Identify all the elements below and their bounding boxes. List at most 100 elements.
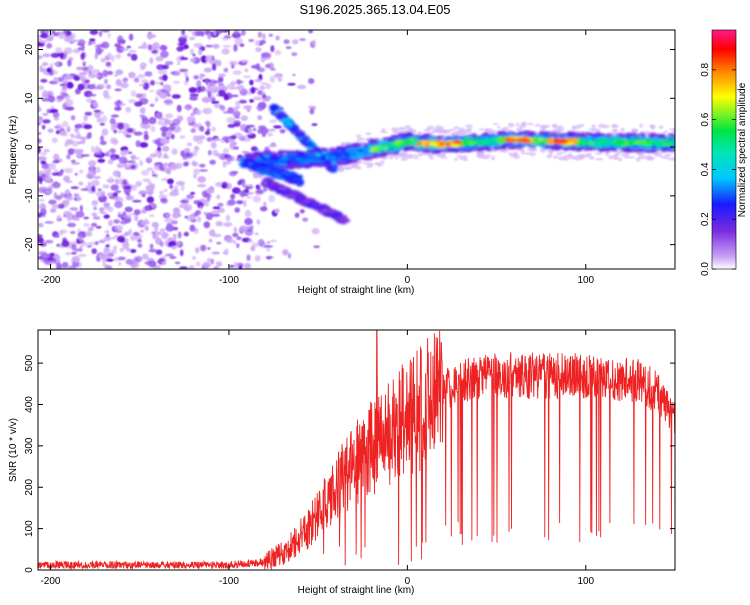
halo-blob — [343, 166, 351, 170]
snr-x-tick-label: -100 — [219, 576, 239, 587]
noise-blob — [128, 71, 136, 79]
trace-core — [268, 154, 279, 160]
noise-blob — [87, 241, 96, 246]
noise-blob — [160, 137, 170, 145]
spectrogram-x-tick-label: -200 — [40, 275, 60, 286]
noise-blob — [165, 253, 174, 257]
noise-blob — [115, 190, 122, 193]
lower-branch-blob — [327, 213, 335, 218]
noise-blob — [56, 262, 62, 269]
noise-blob — [195, 30, 205, 36]
upper-branch-blob — [289, 127, 298, 133]
noise-blob — [228, 171, 237, 177]
noise-blob — [227, 123, 236, 128]
snr-y-tick-label: 100 — [24, 520, 35, 537]
noise-blob — [107, 192, 113, 197]
noise-blob — [120, 220, 128, 225]
noise-blob — [244, 217, 253, 226]
halo-blob — [664, 153, 672, 157]
noise-blob — [101, 128, 109, 136]
halo-blob — [417, 131, 423, 135]
halo-blob — [591, 128, 601, 133]
noise-blob — [215, 261, 223, 267]
upper-branch-blob — [326, 166, 335, 171]
noise-blob — [254, 78, 262, 83]
noise-blob — [143, 134, 149, 141]
noise-blob — [191, 256, 197, 260]
noise-blob — [53, 125, 61, 129]
noise-blob — [173, 80, 181, 84]
noise-blob — [103, 202, 110, 208]
lower-arc-blob — [296, 179, 303, 185]
noise-blob — [210, 214, 221, 217]
noise-blob — [93, 86, 103, 90]
noise-blob — [308, 78, 315, 85]
noise-blob — [42, 62, 49, 67]
noise-blob — [225, 214, 231, 222]
noise-blob — [88, 41, 92, 46]
noise-blob — [155, 249, 163, 255]
noise-blob — [202, 194, 212, 198]
noise-blob — [95, 166, 101, 173]
noise-blob — [196, 135, 206, 140]
noise-blob — [112, 196, 121, 201]
spectrogram-y-tick-label: -20 — [24, 237, 35, 252]
halo-blob — [442, 152, 446, 156]
noise-blob — [95, 226, 102, 229]
halo-blob — [355, 166, 362, 170]
halo-blob — [576, 154, 585, 158]
noise-blob — [213, 31, 217, 36]
trace-hot — [508, 138, 517, 143]
noise-blob — [253, 96, 263, 101]
noise-blob — [38, 156, 47, 162]
noise-blob — [158, 111, 162, 119]
noise-blob — [246, 254, 251, 261]
noise-blob — [56, 98, 63, 103]
noise-blob — [205, 44, 214, 48]
noise-blob — [90, 179, 100, 187]
noise-blob — [254, 189, 264, 195]
noise-blob — [235, 101, 240, 106]
noise-blob — [151, 170, 155, 175]
noise-blob — [192, 122, 198, 129]
noise-blob — [55, 234, 60, 238]
noise-blob — [229, 86, 239, 90]
noise-blob — [113, 129, 118, 134]
noise-blob — [197, 176, 207, 183]
noise-blob — [189, 96, 198, 101]
noise-blob — [163, 119, 172, 125]
snr-x-label: Height of straight line (km) — [298, 585, 415, 596]
halo-blob — [595, 157, 604, 161]
noise-blob — [139, 114, 146, 118]
noise-blob — [87, 170, 95, 176]
lower-branch-blob — [275, 189, 284, 194]
noise-blob — [65, 106, 75, 111]
noise-blob — [42, 113, 48, 116]
noise-blob — [77, 39, 86, 47]
noise-blob — [162, 64, 169, 70]
noise-blob — [230, 193, 236, 200]
halo-blob — [556, 152, 563, 156]
noise-blob — [72, 261, 80, 268]
noise-blob — [83, 124, 93, 130]
noise-blob — [48, 110, 56, 113]
noise-blob — [91, 185, 96, 193]
noise-blob — [234, 30, 240, 37]
noise-blob — [262, 33, 266, 40]
noise-blob — [222, 111, 230, 114]
lower-branch-blob — [264, 179, 273, 183]
noise-blob — [135, 261, 139, 265]
noise-blob — [160, 50, 169, 58]
noise-blob — [273, 125, 282, 129]
noise-blob — [87, 181, 92, 187]
noise-blob — [254, 232, 259, 236]
noise-blob — [141, 123, 151, 129]
noise-blob — [47, 257, 55, 261]
noise-blob — [115, 230, 123, 234]
noise-blob — [115, 78, 122, 87]
noise-blob — [89, 30, 99, 35]
noise-blob — [129, 234, 137, 241]
noise-blob — [204, 199, 210, 207]
noise-blob — [109, 117, 116, 125]
